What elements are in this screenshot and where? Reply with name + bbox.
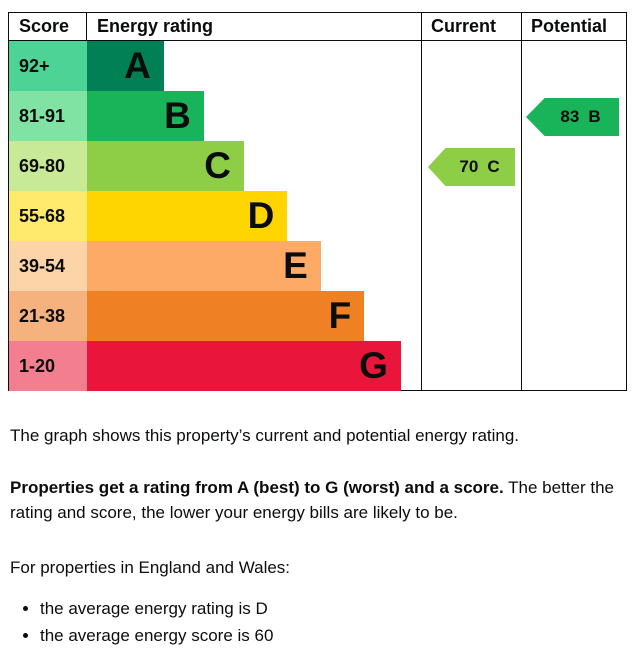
band-bar: B — [87, 91, 204, 141]
list-item-average-score: the average energy score is 60 — [40, 623, 625, 648]
band-bar: C — [87, 141, 244, 191]
band-row-f: 21-38 F — [9, 291, 626, 341]
score-range: 69-80 — [9, 141, 87, 191]
current-column-divider — [421, 13, 422, 390]
rating-explanation: Properties get a rating from A (best) to… — [10, 475, 625, 525]
bar-area: B — [87, 91, 421, 141]
current-band-letter: C — [487, 157, 500, 176]
bar-area: C — [87, 141, 421, 191]
current-rating-arrow: 70 C — [428, 148, 515, 186]
header-potential: Potential — [531, 16, 608, 36]
epc-rating-chart: Score Energy rating Current Potential 92… — [8, 12, 627, 391]
header-energy-rating: Energy rating — [97, 16, 214, 36]
score-range: 55-68 — [9, 191, 87, 241]
score-range: 81-91 — [9, 91, 87, 141]
score-range: 1-20 — [9, 341, 87, 391]
header-score: Score — [9, 13, 87, 40]
potential-column-divider — [521, 13, 522, 390]
chart-header: Score Energy rating Current Potential — [9, 13, 626, 41]
score-range: 92+ — [9, 41, 87, 91]
band-bar: A — [87, 41, 164, 91]
band-bar: E — [87, 241, 321, 291]
bar-area: G — [87, 341, 421, 391]
band-row-d: 55-68 D — [9, 191, 626, 241]
band-bar: G — [87, 341, 401, 391]
bar-area: E — [87, 241, 421, 291]
score-range: 39-54 — [9, 241, 87, 291]
chart-body: 92+ A 81-91 B 69-80 C 55-68 — [9, 41, 626, 391]
current-score: 70 — [459, 157, 479, 176]
bar-area: F — [87, 291, 421, 341]
potential-band-letter: B — [588, 107, 601, 126]
rating-explanation-lead: Properties get a rating from A (best) to… — [10, 478, 504, 497]
band-row-a: 92+ A — [9, 41, 626, 91]
england-wales-intro: For properties in England and Wales: — [10, 558, 291, 577]
potential-rating-arrow: 83 B — [526, 98, 619, 136]
graph-description: The graph shows this property’s current … — [10, 426, 520, 445]
list-item-average-rating: the average energy rating is D — [40, 596, 625, 621]
band-bar: D — [87, 191, 288, 241]
band-row-b: 81-91 B — [9, 91, 626, 141]
band-row-g: 1-20 G — [9, 341, 626, 391]
rating-explanation-rest: The better the rating and score, the low… — [10, 478, 614, 522]
score-range: 21-38 — [9, 291, 87, 341]
description-section: The graph shows this property’s current … — [8, 423, 627, 648]
page: Score Energy rating Current Potential 92… — [0, 0, 635, 648]
band-row-c: 69-80 C — [9, 141, 626, 191]
header-current: Current — [431, 16, 497, 36]
band-bar: F — [87, 291, 365, 341]
average-stats-list: the average energy rating is D the avera… — [10, 596, 625, 648]
bar-area: A — [87, 41, 421, 91]
potential-score: 83 — [560, 107, 580, 126]
bar-area: D — [87, 191, 421, 241]
band-row-e: 39-54 E — [9, 241, 626, 291]
